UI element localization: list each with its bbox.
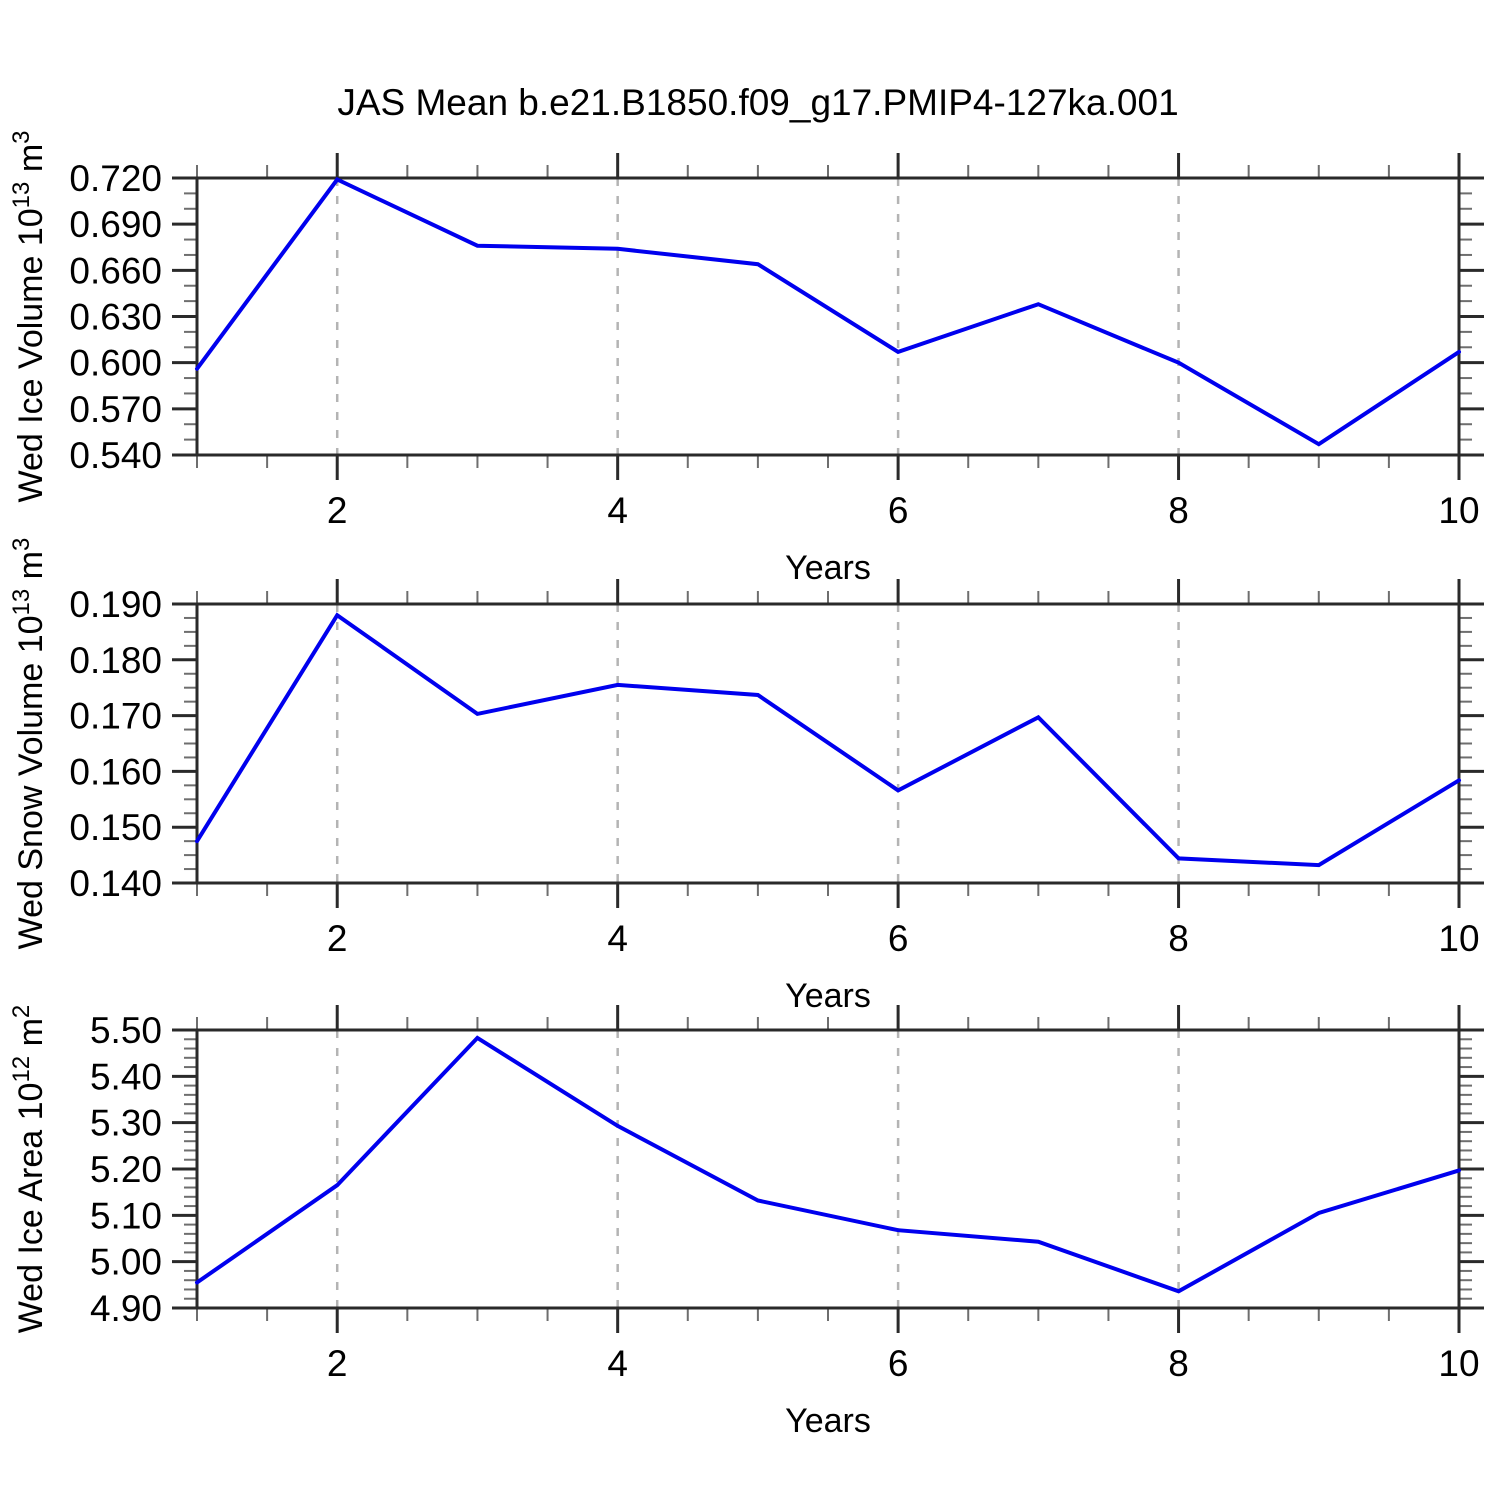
chart-wed-ice-volume: 2 4 6 8 10 Years 0.540 0.570 0.600 0.630 0.660 0.69… bbox=[8, 130, 1484, 587]
y-tick-label: 0.160 bbox=[69, 751, 162, 792]
data-line bbox=[195, 612, 1461, 868]
page-title: JAS Mean b.e21.B1850.f09_g17.PMIP4-127ka… bbox=[337, 82, 1179, 123]
x-tick-label: 2 bbox=[327, 1343, 348, 1384]
x-tick-label: 2 bbox=[327, 490, 348, 531]
y-tick-label: 5.20 bbox=[90, 1149, 162, 1190]
y-tick-label: 5.30 bbox=[90, 1103, 162, 1144]
y-axis-title: Wed Snow Volume 1013 m3 bbox=[8, 538, 50, 950]
x-axis-title: Years bbox=[785, 549, 871, 587]
y-tick-label: 5.40 bbox=[90, 1056, 162, 1097]
x-tick-label: 10 bbox=[1438, 1343, 1479, 1384]
x-axis-title: Years bbox=[785, 977, 871, 1015]
chart-wed-ice-area: 2 4 6 8 10 Years 4.90 5.00 5.10 5.20 5.30 5.40 5.50 W… bbox=[8, 1005, 1484, 1440]
x-axis-title: Years bbox=[785, 1402, 871, 1440]
x-tick-label: 8 bbox=[1168, 918, 1189, 959]
x-tick-label: 6 bbox=[888, 1343, 909, 1384]
data-line bbox=[195, 176, 1461, 447]
chart-wed-snow-volume: 2 4 6 8 10 Years 0.140 0.150 0.160 0.170 0.180 0.19… bbox=[8, 538, 1484, 1015]
plot-frame bbox=[195, 1028, 1461, 1310]
x-tick-label: 8 bbox=[1168, 1343, 1189, 1384]
y-tick-label: 0.170 bbox=[69, 696, 162, 737]
y-axis-title: Wed Ice Area 1012 m2 bbox=[8, 1005, 50, 1334]
y-tick-label: 0.540 bbox=[69, 435, 162, 476]
y-tick-label: 0.570 bbox=[69, 389, 162, 430]
y-tick-label: 5.10 bbox=[90, 1195, 162, 1236]
x-tick-label: 4 bbox=[607, 918, 628, 959]
x-tick-label: 10 bbox=[1438, 490, 1479, 531]
x-tick-label: 4 bbox=[607, 490, 628, 531]
y-tick-label: 4.90 bbox=[90, 1288, 162, 1329]
y-tick-label: 0.180 bbox=[69, 640, 162, 681]
y-tick-label: 0.150 bbox=[69, 807, 162, 848]
x-tick-label: 4 bbox=[607, 1343, 628, 1384]
y-tick-label: 0.630 bbox=[69, 297, 162, 338]
x-tick-label: 10 bbox=[1438, 918, 1479, 959]
y-tick-label: 0.140 bbox=[69, 863, 162, 904]
y-tick-label: 0.600 bbox=[69, 343, 162, 384]
y-tick-label: 0.660 bbox=[69, 250, 162, 291]
y-tick-label: 0.720 bbox=[69, 158, 162, 199]
x-tick-label: 6 bbox=[888, 918, 909, 959]
y-tick-label: 5.50 bbox=[90, 1010, 162, 1051]
plot-frame bbox=[195, 176, 1461, 457]
plot-frame bbox=[195, 602, 1461, 885]
x-tick-label: 8 bbox=[1168, 490, 1189, 531]
data-line bbox=[195, 1035, 1461, 1294]
y-tick-label: 0.690 bbox=[69, 204, 162, 245]
x-tick-label: 2 bbox=[327, 918, 348, 959]
x-tick-label: 6 bbox=[888, 490, 909, 531]
y-axis-title: Wed Ice Volume 1013 m3 bbox=[8, 130, 50, 502]
y-tick-label: 5.00 bbox=[90, 1242, 162, 1283]
y-tick-label: 0.190 bbox=[69, 584, 162, 625]
